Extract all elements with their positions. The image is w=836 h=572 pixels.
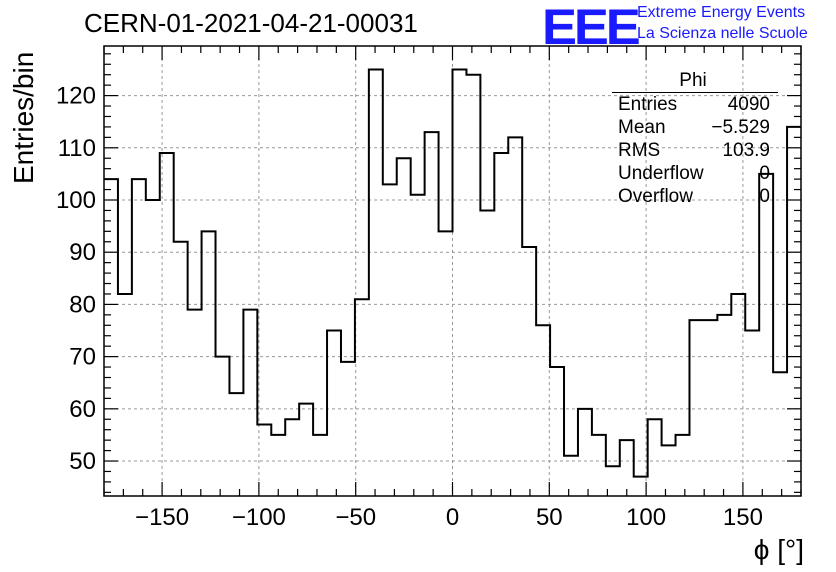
stats-value: 103.9: [722, 140, 770, 161]
x-axis-label: ϕ [°]: [753, 534, 804, 565]
logo-text-line-1: Extreme Energy Events: [637, 4, 806, 21]
x-tick-label: 0: [446, 504, 459, 531]
x-tick-label: 150: [723, 504, 763, 531]
stats-row-rms: RMS 103.9: [612, 139, 778, 162]
eee-logo: EEE: [542, 0, 641, 55]
stats-row-entries: Entries 4090: [612, 93, 778, 116]
stats-value: 0: [759, 186, 770, 207]
x-tick-label: −50: [335, 504, 376, 531]
stats-row-overflow: Overflow 0: [612, 185, 778, 208]
y-tick-label: 110: [58, 135, 96, 162]
stats-label: RMS: [618, 140, 661, 161]
y-tick-label: 100: [56, 187, 96, 214]
stats-value: 4090: [727, 94, 770, 115]
stats-value: 0: [759, 163, 770, 184]
stats-label: Overflow: [618, 186, 693, 207]
stats-label: Entries: [618, 94, 678, 115]
stats-box-title: Phi: [612, 70, 778, 93]
logo-text-line-2: La Scienza nelle Scuole: [637, 25, 808, 42]
y-tick-label: 120: [56, 83, 96, 110]
x-tick-label: 50: [536, 504, 563, 531]
histogram-line: [104, 68, 801, 478]
stats-row-mean: Mean −5.529: [612, 116, 778, 139]
stats-box: Phi Entries 4090 Mean −5.529 RMS 103.9 Unde…: [612, 70, 778, 208]
y-axis-label: Entries/bin: [8, 51, 39, 184]
y-tick-label: 60: [69, 396, 96, 423]
stats-value: −5.529: [711, 117, 770, 138]
y-tick-label: 90: [69, 239, 96, 266]
x-tick-label: 100: [626, 504, 666, 531]
x-tick-label: −100: [232, 504, 286, 531]
stats-row-underflow: Underflow 0: [612, 162, 778, 185]
y-tick-label: 50: [69, 448, 96, 475]
x-tick-label: −150: [135, 504, 189, 531]
stats-label: Underflow: [618, 163, 704, 184]
stats-label: Mean: [618, 117, 666, 138]
y-tick-label: 80: [69, 291, 96, 318]
chart-title: CERN-01-2021-04-21-00031: [84, 8, 418, 38]
y-tick-label: 70: [69, 344, 96, 371]
